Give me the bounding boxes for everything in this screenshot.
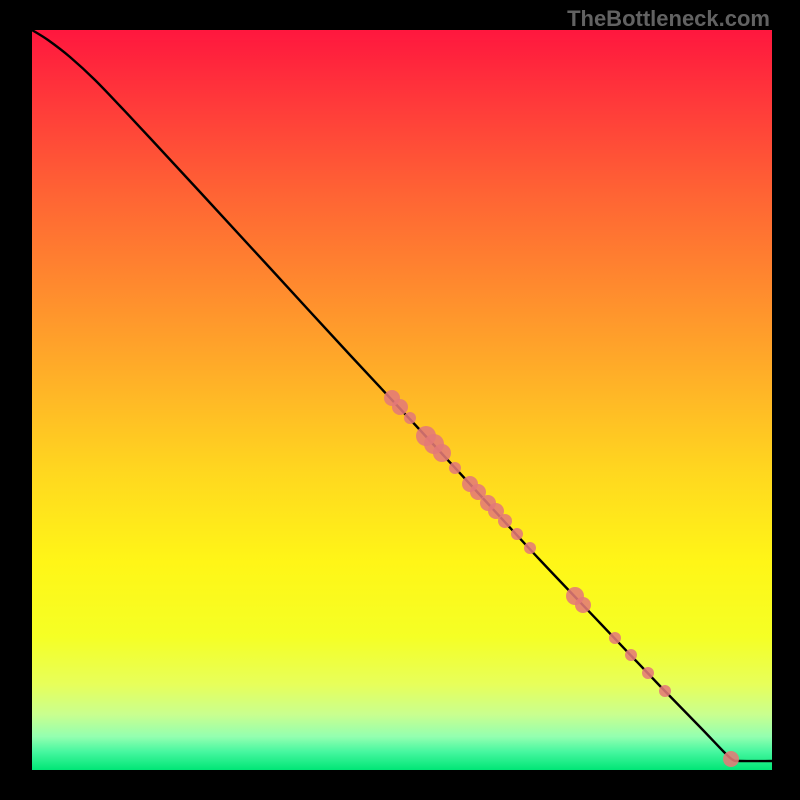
- data-point-marker: [404, 412, 416, 424]
- data-point-marker: [575, 597, 591, 613]
- data-point-marker: [433, 444, 451, 462]
- data-point-marker: [642, 667, 654, 679]
- data-point-marker: [609, 632, 621, 644]
- data-point-marker: [392, 399, 408, 415]
- data-point-marker: [723, 751, 739, 767]
- data-point-marker: [659, 685, 671, 697]
- data-point-marker: [524, 542, 536, 554]
- bottleneck-curve: [32, 30, 772, 761]
- chart-overlay: [0, 0, 800, 800]
- data-point-marker: [449, 462, 461, 474]
- data-point-marker: [511, 528, 523, 540]
- chart-stage: TheBottleneck.com: [0, 0, 800, 800]
- watermark-text: TheBottleneck.com: [567, 6, 770, 32]
- data-point-marker: [498, 514, 512, 528]
- data-point-marker: [625, 649, 637, 661]
